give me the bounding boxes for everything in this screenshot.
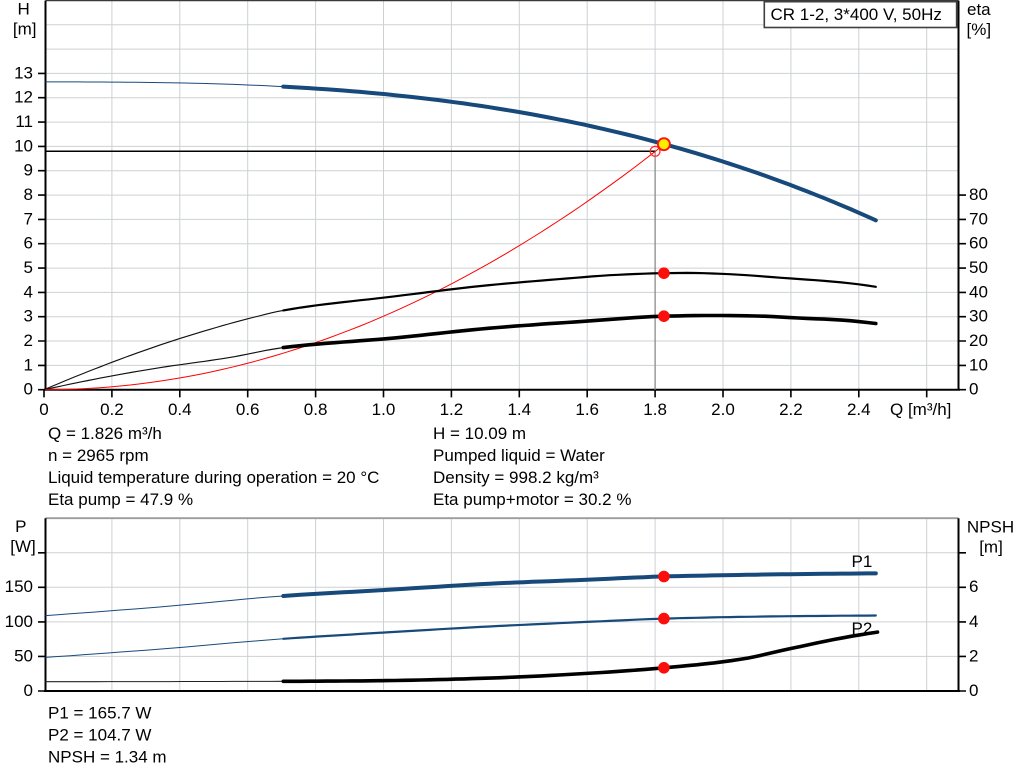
svg-text:H = 10.09 m: H = 10.09 m (433, 424, 526, 443)
svg-text:1: 1 (24, 355, 33, 374)
svg-text:8: 8 (24, 185, 33, 204)
svg-text:1.4: 1.4 (507, 400, 531, 419)
svg-text:2.2: 2.2 (779, 400, 803, 419)
svg-text:P2: P2 (852, 619, 873, 638)
svg-text:Pumped liquid = Water: Pumped liquid = Water (433, 446, 605, 465)
svg-text:NPSH = 1.34 m: NPSH = 1.34 m (48, 747, 167, 766)
svg-text:0: 0 (39, 400, 48, 419)
svg-text:2: 2 (24, 331, 33, 350)
svg-text:7: 7 (24, 209, 33, 228)
svg-text:0: 0 (969, 681, 978, 700)
svg-text:1.8: 1.8 (643, 400, 667, 419)
svg-text:1.6: 1.6 (575, 400, 599, 419)
svg-text:3: 3 (24, 307, 33, 326)
svg-text:1.2: 1.2 (440, 400, 464, 419)
svg-text:0.4: 0.4 (168, 400, 192, 419)
svg-text:[W]: [W] (10, 537, 36, 556)
svg-text:0: 0 (24, 681, 33, 700)
svg-text:13: 13 (14, 63, 33, 82)
svg-text:0.2: 0.2 (100, 400, 124, 419)
svg-text:6: 6 (24, 234, 33, 253)
svg-text:12: 12 (14, 88, 33, 107)
svg-text:Eta pump = 47.9 %: Eta pump = 47.9 % (48, 490, 193, 509)
svg-text:70: 70 (969, 209, 988, 228)
svg-text:[m]: [m] (13, 20, 37, 39)
svg-text:[m]: [m] (979, 538, 1003, 557)
svg-text:20: 20 (969, 331, 988, 350)
svg-text:H: H (18, 0, 30, 18)
svg-text:Density = 998.2 kg/m³: Density = 998.2 kg/m³ (433, 468, 599, 487)
svg-text:2.4: 2.4 (847, 400, 871, 419)
svg-text:P2 = 104.7 W: P2 = 104.7 W (48, 725, 151, 744)
svg-text:4: 4 (969, 612, 978, 631)
svg-text:60: 60 (969, 234, 988, 253)
svg-text:CR 1-2, 3*400 V, 50Hz: CR 1-2, 3*400 V, 50Hz (771, 5, 942, 24)
svg-text:4: 4 (24, 282, 33, 301)
svg-text:11: 11 (15, 112, 33, 131)
svg-text:1.0: 1.0 (372, 400, 396, 419)
svg-text:0.6: 0.6 (236, 400, 260, 419)
svg-text:eta: eta (967, 0, 991, 19)
svg-text:5: 5 (24, 258, 33, 277)
svg-text:10: 10 (969, 355, 988, 374)
svg-text:150: 150 (5, 577, 33, 596)
svg-text:2: 2 (969, 646, 978, 665)
svg-text:9: 9 (24, 161, 33, 180)
svg-text:6: 6 (969, 577, 978, 596)
svg-text:30: 30 (969, 307, 988, 326)
svg-text:P1: P1 (852, 552, 873, 571)
svg-text:0: 0 (969, 380, 978, 399)
svg-text:Q [m³/h]: Q [m³/h] (890, 400, 951, 419)
svg-text:80: 80 (969, 185, 988, 204)
svg-text:n = 2965 rpm: n = 2965 rpm (48, 446, 149, 465)
svg-text:P1 = 165.7 W: P1 = 165.7 W (48, 703, 151, 722)
svg-text:NPSH: NPSH (967, 518, 1014, 537)
svg-text:Liquid temperature during oper: Liquid temperature during operation = 20… (48, 468, 379, 487)
svg-text:100: 100 (5, 612, 33, 631)
svg-text:10: 10 (14, 136, 33, 155)
svg-text:P: P (15, 517, 26, 536)
svg-text:40: 40 (969, 282, 988, 301)
svg-text:2.0: 2.0 (711, 400, 735, 419)
svg-text:50: 50 (969, 258, 988, 277)
svg-text:Eta pump+motor = 30.2 %: Eta pump+motor = 30.2 % (433, 490, 631, 509)
svg-text:Q = 1.826 m³/h: Q = 1.826 m³/h (48, 424, 162, 443)
svg-text:50: 50 (14, 646, 33, 665)
svg-text:[%]: [%] (967, 20, 992, 39)
svg-text:0: 0 (24, 380, 33, 399)
svg-text:0.8: 0.8 (304, 400, 328, 419)
